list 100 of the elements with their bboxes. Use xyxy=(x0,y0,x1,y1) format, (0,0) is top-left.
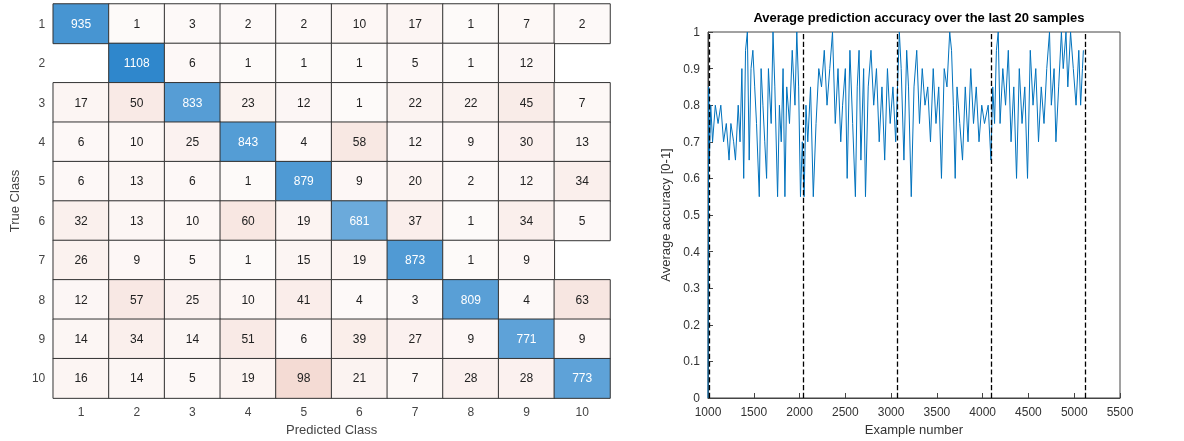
y-tick-label: 4 xyxy=(38,134,46,149)
y-tick-label: 1 xyxy=(693,25,701,39)
y-axis-title: Average accuracy [0-1] xyxy=(658,148,673,282)
y-tick-label: 0.5 xyxy=(683,208,701,222)
data-label: 10 xyxy=(130,134,144,149)
data-label: 13 xyxy=(130,174,144,189)
data-label: 7 xyxy=(411,371,419,386)
data-label: 57 xyxy=(130,292,144,307)
x-tick-label: 6 xyxy=(356,405,364,420)
chart-title: Average prediction accuracy over the last 20 samples xyxy=(753,10,1085,25)
y-tick-label: 0.8 xyxy=(683,98,701,113)
data-label: 19 xyxy=(297,213,311,228)
data-label: 26 xyxy=(74,253,89,268)
data-label: 1 xyxy=(300,56,308,71)
data-label: 7 xyxy=(578,95,586,110)
data-label: 6 xyxy=(77,174,85,189)
data-label: 60 xyxy=(241,213,256,228)
data-label: 5 xyxy=(189,371,197,386)
x-tick-label: 10 xyxy=(575,405,590,420)
data-label: 3 xyxy=(411,292,419,307)
data-label: 2 xyxy=(467,174,475,189)
data-label: 17 xyxy=(74,95,89,110)
x-tick-label: 4000 xyxy=(969,405,997,419)
y-tick-label: 1 xyxy=(38,16,46,31)
data-label: 12 xyxy=(74,292,89,307)
data-label: 6 xyxy=(300,331,308,346)
data-label: 1 xyxy=(133,16,141,31)
y-tick-label: 0.1 xyxy=(683,354,701,369)
data-label: 41 xyxy=(297,292,311,307)
data-label: 58 xyxy=(352,134,367,149)
data-label: 6 xyxy=(189,56,197,71)
data-label: 16 xyxy=(74,371,89,386)
x-tick-label: 5500 xyxy=(1106,405,1134,419)
data-label: 3 xyxy=(189,16,197,31)
data-label: 1 xyxy=(244,253,252,268)
y-tick-label: 5 xyxy=(38,174,46,189)
data-label: 28 xyxy=(519,371,534,386)
data-label: 28 xyxy=(464,371,478,386)
x-tick-label: 2 xyxy=(133,405,141,420)
data-label: 1 xyxy=(356,95,364,110)
data-label: 25 xyxy=(185,292,200,307)
data-label: 1 xyxy=(244,174,252,189)
data-label: 19 xyxy=(352,253,367,268)
data-label: 50 xyxy=(130,95,144,110)
data-label: 1 xyxy=(467,56,475,71)
data-label: 9 xyxy=(578,331,586,346)
data-label: 17 xyxy=(408,16,423,31)
data-label: 771 xyxy=(516,331,537,346)
data-label: 39 xyxy=(352,331,367,346)
data-label: 681 xyxy=(349,213,370,228)
data-label: 63 xyxy=(575,292,590,307)
y-tick-label: 0.7 xyxy=(683,134,701,149)
y-tick-label: 10 xyxy=(31,371,46,386)
x-tick-label: 9 xyxy=(523,405,531,420)
data-label: 45 xyxy=(519,95,534,110)
data-label: 9 xyxy=(133,253,141,268)
data-label: 5 xyxy=(578,213,586,228)
data-label: 15 xyxy=(297,253,311,268)
data-label: 2 xyxy=(300,16,308,31)
y-tick-label: 0.2 xyxy=(683,317,701,332)
data-label: 2 xyxy=(244,16,252,31)
data-label: 23 xyxy=(241,95,256,110)
x-tick-label: 1000 xyxy=(694,405,722,419)
data-label: 10 xyxy=(185,213,200,228)
data-label: 4 xyxy=(356,292,364,307)
data-label: 22 xyxy=(408,95,423,110)
data-label: 6 xyxy=(77,134,85,149)
x-tick-label: 4500 xyxy=(1015,405,1043,419)
x-tick-label: 1 xyxy=(77,405,85,420)
y-tick-label: 0 xyxy=(693,391,701,405)
data-label: 20 xyxy=(408,174,423,189)
data-label: 12 xyxy=(297,95,311,110)
data-label: 22 xyxy=(464,95,478,110)
data-label: 9 xyxy=(467,134,475,149)
data-label: 843 xyxy=(238,134,259,149)
data-label: 37 xyxy=(408,213,423,228)
data-label: 25 xyxy=(185,134,200,149)
x-tick-label: 1500 xyxy=(740,405,768,419)
data-label: 1 xyxy=(356,56,364,71)
x-axis-title: Example number xyxy=(864,421,964,437)
data-label: 34 xyxy=(130,331,144,346)
data-label: 10 xyxy=(352,16,367,31)
data-label: 13 xyxy=(575,134,590,149)
y-tick-label: 0.9 xyxy=(683,61,701,76)
data-label: 34 xyxy=(575,174,590,189)
data-label: 773 xyxy=(572,371,593,386)
data-label: 30 xyxy=(519,134,534,149)
data-label: 21 xyxy=(352,371,367,386)
data-label: 9 xyxy=(467,331,475,346)
x-tick-label: 7 xyxy=(411,405,419,420)
data-label: 1 xyxy=(467,253,475,268)
y-tick-label: 0.6 xyxy=(683,171,701,186)
data-label: 14 xyxy=(130,371,144,386)
data-label: 12 xyxy=(519,174,534,189)
y-tick-label: 3 xyxy=(38,95,46,110)
data-label: 12 xyxy=(519,56,534,71)
y-tick-label: 7 xyxy=(38,253,46,268)
data-label: 1 xyxy=(467,16,475,31)
data-label: 5 xyxy=(411,56,419,71)
y-tick-label: 9 xyxy=(38,331,46,346)
